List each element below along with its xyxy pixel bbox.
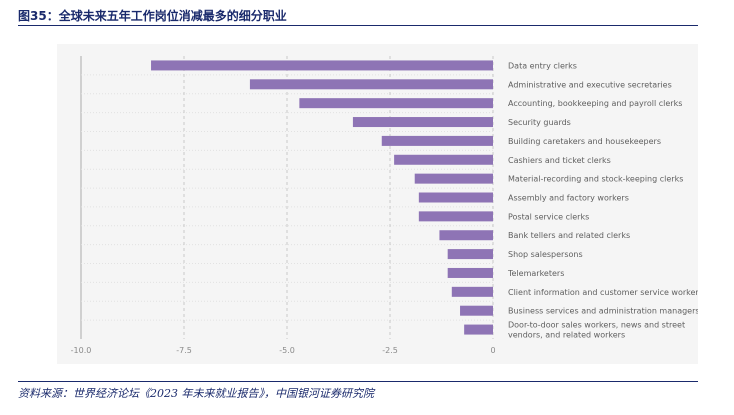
x-tick-label: 0 xyxy=(490,346,495,355)
bar xyxy=(414,173,493,184)
source-divider xyxy=(18,381,698,382)
bar xyxy=(352,117,493,128)
bar xyxy=(447,267,493,278)
bar xyxy=(299,98,493,109)
category-label: Door-to-door sales workers, news and str… xyxy=(508,321,685,330)
bar xyxy=(394,154,493,165)
category-label: Administrative and executive secretaries xyxy=(508,80,672,89)
category-label: Material-recording and stock-keeping cle… xyxy=(508,175,683,184)
title-divider xyxy=(18,25,698,26)
chart-panel: Data entry clerks Administrative and exec… xyxy=(57,44,698,364)
category-label: Business services and administration man… xyxy=(508,307,698,316)
category-label: Building caretakers and housekeepers xyxy=(508,137,661,146)
bar xyxy=(439,230,493,241)
bar xyxy=(418,211,493,222)
category-label: Client information and customer service … xyxy=(508,288,698,297)
bar xyxy=(249,79,493,90)
category-label: Bank tellers and related clerks xyxy=(508,231,630,240)
bar xyxy=(464,324,493,335)
category-label: Accounting, bookkeeping and payroll cler… xyxy=(508,99,682,108)
category-label: Cashiers and ticket clerks xyxy=(508,156,611,165)
bar xyxy=(151,60,493,71)
category-label: Data entry clerks xyxy=(508,61,577,70)
bar-layer xyxy=(151,60,493,335)
bar xyxy=(460,305,493,316)
category-label: vendors, and related workers xyxy=(508,331,625,340)
bar xyxy=(418,192,493,203)
category-label-layer: Data entry clerks Administrative and exec… xyxy=(507,61,698,339)
category-label: Telemarketers xyxy=(507,269,564,278)
category-label: Security guards xyxy=(508,118,571,127)
category-label: Postal service clerks xyxy=(508,212,589,221)
category-label: Assembly and factory workers xyxy=(508,194,629,203)
x-tick-label: -2.5 xyxy=(382,346,398,355)
bar-chart: Data entry clerks Administrative and exec… xyxy=(71,56,698,355)
x-tick-layer: -10.0 -7.5 -5.0 -2.5 0 xyxy=(71,346,496,355)
figure-title: 图35：全球未来五年工作岗位消减最多的细分职业 xyxy=(18,9,287,23)
x-tick-label: -7.5 xyxy=(176,346,192,355)
bar xyxy=(381,135,493,146)
bar xyxy=(451,286,493,297)
source-note: 资料来源：世界经济论坛《2023 年未来就业报告》，中国银河证券研究院 xyxy=(18,387,374,400)
bar xyxy=(447,249,493,260)
x-tick-label: -10.0 xyxy=(71,346,92,355)
category-label: Shop salespersons xyxy=(508,250,583,259)
x-tick-label: -5.0 xyxy=(279,346,295,355)
